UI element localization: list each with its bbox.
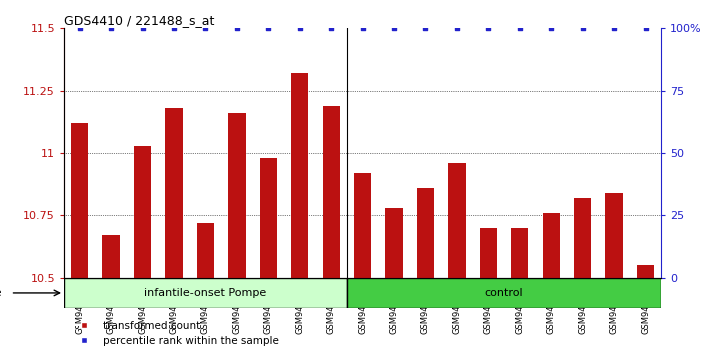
Bar: [354, 173, 371, 278]
Bar: [228, 113, 245, 278]
Point: [105, 25, 117, 31]
Bar: [134, 145, 151, 278]
Bar: [291, 73, 309, 278]
Point: [231, 25, 242, 31]
Point: [483, 25, 494, 31]
Bar: [417, 188, 434, 278]
Text: infantile-onset Pompe: infantile-onset Pompe: [144, 288, 267, 298]
Bar: [260, 158, 277, 278]
Point: [388, 25, 400, 31]
Bar: [166, 108, 183, 278]
Point: [545, 25, 557, 31]
Point: [326, 25, 337, 31]
Legend: transformed count, percentile rank within the sample: transformed count, percentile rank withi…: [69, 317, 282, 350]
Text: disease state: disease state: [0, 288, 1, 298]
Text: control: control: [485, 288, 523, 298]
Bar: [574, 198, 592, 278]
Point: [609, 25, 620, 31]
Point: [169, 25, 180, 31]
Point: [262, 25, 274, 31]
Point: [514, 25, 525, 31]
Point: [294, 25, 306, 31]
Bar: [448, 163, 466, 278]
Point: [137, 25, 149, 31]
Point: [357, 25, 368, 31]
Bar: [347, 278, 661, 308]
Bar: [64, 278, 347, 308]
Bar: [606, 193, 623, 278]
Bar: [511, 228, 528, 278]
Point: [451, 25, 463, 31]
Bar: [71, 123, 88, 278]
Bar: [637, 266, 654, 278]
Text: GDS4410 / 221488_s_at: GDS4410 / 221488_s_at: [64, 14, 214, 27]
Point: [200, 25, 211, 31]
Point: [577, 25, 588, 31]
Bar: [102, 235, 119, 278]
Point: [640, 25, 651, 31]
Point: [74, 25, 85, 31]
Point: [419, 25, 431, 31]
Bar: [480, 228, 497, 278]
Bar: [197, 223, 214, 278]
Bar: [323, 106, 340, 278]
Bar: [542, 213, 560, 278]
Bar: [385, 208, 402, 278]
